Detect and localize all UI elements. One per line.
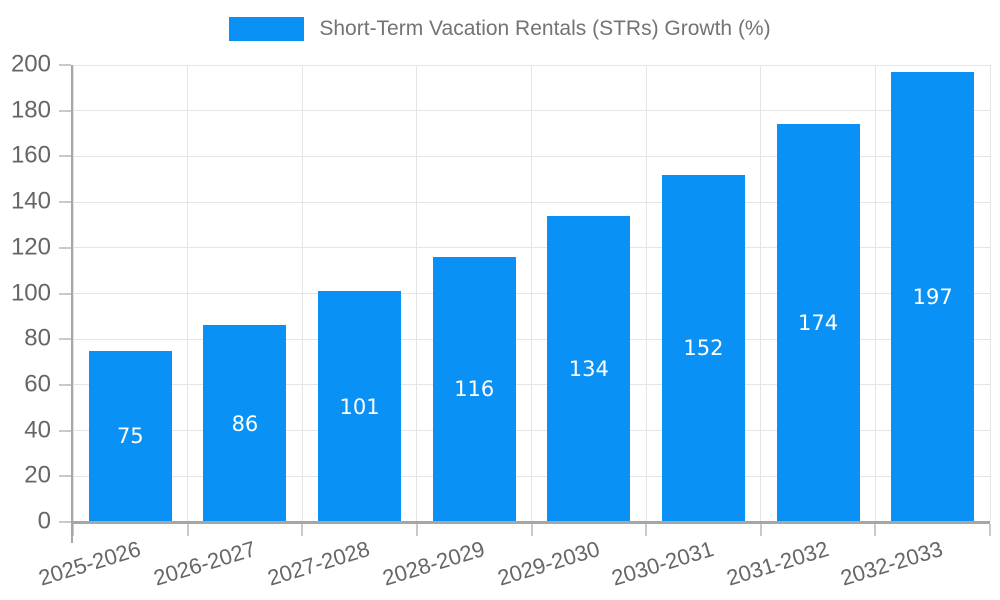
bar[interactable]: 134 bbox=[547, 215, 631, 522]
bar-value-label: 152 bbox=[683, 336, 724, 361]
x-axis-tick-label: 2025-2026 bbox=[35, 536, 144, 591]
x-axis-tick-label: 2031-2032 bbox=[723, 536, 832, 591]
y-axis-tick-label: 60 bbox=[24, 370, 51, 398]
x-axis-tick-mark bbox=[759, 524, 762, 536]
x-axis-line bbox=[71, 521, 990, 524]
bar-value-label: 116 bbox=[454, 377, 495, 402]
gridline-vertical bbox=[874, 65, 876, 522]
bar-value-label: 197 bbox=[912, 284, 953, 309]
legend-item[interactable]: Short-Term Vacation Rentals (STRs) Growt… bbox=[0, 16, 1000, 41]
x-axis-tick-mark bbox=[530, 524, 533, 536]
gridline-vertical bbox=[416, 65, 418, 522]
bar[interactable]: 197 bbox=[891, 71, 975, 522]
bar-value-label: 134 bbox=[568, 356, 609, 381]
y-axis-tick-mark bbox=[59, 338, 71, 341]
y-axis-tick-label: 0 bbox=[37, 507, 51, 535]
y-axis-tick-mark bbox=[59, 475, 71, 478]
bar[interactable]: 75 bbox=[88, 350, 172, 522]
x-axis-tick-label: 2027-2028 bbox=[264, 536, 373, 591]
x-axis-tick-mark bbox=[186, 524, 189, 536]
y-axis-line bbox=[71, 65, 73, 543]
gridline-vertical bbox=[187, 65, 189, 522]
gridline-vertical bbox=[760, 65, 762, 522]
y-axis-tick-label: 20 bbox=[24, 461, 51, 489]
y-axis-tick-label: 120 bbox=[10, 233, 51, 261]
y-axis-tick-mark bbox=[59, 246, 71, 249]
y-axis-tick-mark bbox=[59, 383, 71, 386]
gridline-vertical bbox=[301, 65, 303, 522]
y-axis-tick-label: 180 bbox=[10, 96, 51, 124]
y-axis-tick-label: 140 bbox=[10, 187, 51, 215]
y-axis-tick-mark bbox=[59, 429, 71, 432]
x-axis-tick-label: 2028-2029 bbox=[379, 536, 488, 591]
x-axis-tick-mark bbox=[72, 524, 74, 536]
y-axis-tick-label: 40 bbox=[24, 416, 51, 444]
y-axis-tick-mark bbox=[59, 292, 71, 295]
bar[interactable]: 152 bbox=[661, 174, 745, 522]
legend-swatch bbox=[229, 16, 305, 41]
y-axis-tick-label: 80 bbox=[24, 324, 51, 352]
x-axis-tick-label: 2029-2030 bbox=[494, 536, 603, 591]
x-axis-tick-label: 2030-2031 bbox=[608, 536, 717, 591]
gridline-vertical bbox=[72, 65, 74, 522]
bar[interactable]: 116 bbox=[432, 256, 516, 522]
bar-value-label: 174 bbox=[798, 311, 839, 336]
y-axis-tick-label: 100 bbox=[10, 278, 51, 306]
bar[interactable]: 174 bbox=[776, 124, 860, 522]
y-axis-tick-mark bbox=[59, 201, 71, 204]
x-axis-tick-mark bbox=[645, 524, 648, 536]
x-axis-tick-mark bbox=[989, 524, 991, 536]
y-axis-tick-mark bbox=[59, 521, 71, 523]
y-axis-tick-label: 160 bbox=[10, 141, 51, 169]
bar[interactable]: 101 bbox=[318, 291, 402, 522]
gridline-vertical bbox=[531, 65, 532, 522]
x-axis-tick-mark bbox=[301, 524, 304, 536]
bar-value-label: 75 bbox=[116, 424, 144, 449]
y-axis-tick-mark bbox=[59, 155, 71, 158]
y-axis-tick-mark bbox=[59, 109, 71, 112]
x-axis-tick-label: 2032-2033 bbox=[838, 536, 946, 591]
x-axis-tick-mark bbox=[415, 524, 418, 536]
bar-value-label: 101 bbox=[339, 394, 380, 419]
x-axis-tick-mark bbox=[874, 524, 877, 536]
legend-label: Short-Term Vacation Rentals (STRs) Growt… bbox=[319, 17, 771, 40]
bar[interactable]: 86 bbox=[203, 325, 287, 522]
bar-value-label: 86 bbox=[231, 411, 259, 436]
gridline-vertical bbox=[989, 65, 991, 522]
y-axis-tick-label: 200 bbox=[10, 50, 51, 78]
gridline-vertical bbox=[645, 65, 647, 522]
x-axis-tick-label: 2026-2027 bbox=[150, 536, 259, 591]
y-axis-tick-mark bbox=[59, 64, 71, 66]
